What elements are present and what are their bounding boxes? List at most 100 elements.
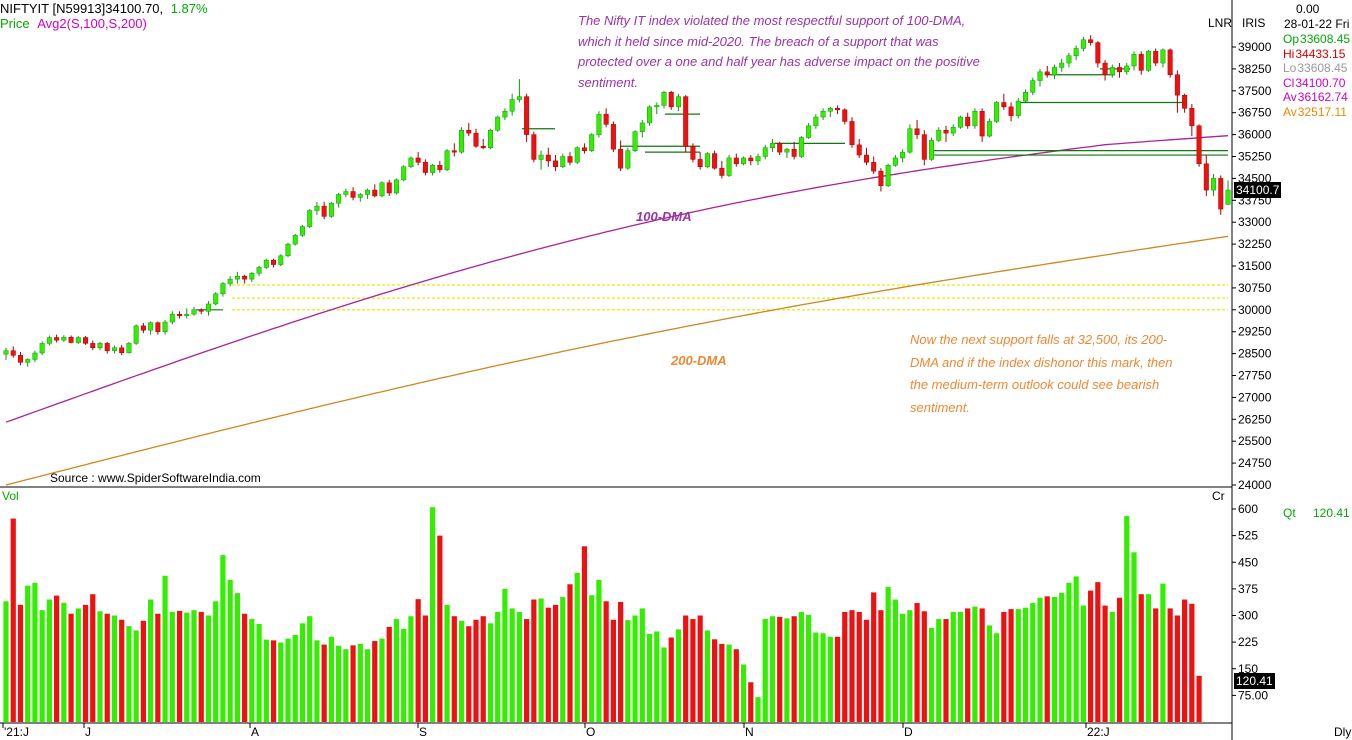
candle — [538, 150, 544, 170]
volume-bar — [567, 584, 573, 722]
volume-bar — [842, 611, 848, 722]
scale-mode[interactable]: LNR — [1208, 16, 1233, 30]
volume-bar — [1109, 611, 1115, 722]
candle — [1073, 45, 1079, 61]
candle — [1001, 93, 1007, 110]
volume-bar — [639, 608, 645, 722]
candle-body — [863, 154, 869, 163]
candle — [285, 242, 291, 258]
candle — [690, 143, 696, 163]
annotation-top-line: which it held since mid-2020. The breach… — [578, 33, 939, 49]
annotation-top-line: The Nifty IT index violated the most res… — [578, 13, 966, 28]
cr-label: Cr — [1212, 489, 1225, 503]
volume-bar — [856, 611, 862, 722]
candle-body — [1051, 67, 1057, 75]
volume-bar — [336, 645, 342, 722]
volume-bar — [697, 615, 703, 722]
volume-bar — [263, 639, 269, 722]
candle-body — [798, 137, 804, 157]
price-tick-label: 30000 — [1238, 303, 1272, 317]
candle-body — [1001, 102, 1007, 108]
candle-body — [1189, 108, 1195, 127]
ohlc-panel: Op33608.45 Hi34433.15 Lo33608.45 Cl34100.70… — [1283, 32, 1350, 119]
volume-bar — [155, 613, 161, 722]
ohlc-row-value: 36162.74 — [1297, 90, 1348, 104]
candle — [401, 165, 407, 182]
candle-body — [126, 343, 132, 353]
candle-body — [328, 202, 334, 217]
candle — [495, 115, 501, 132]
candle-body — [39, 343, 45, 354]
volume-bar — [545, 607, 551, 722]
candle — [972, 108, 978, 129]
candle — [140, 322, 146, 334]
candle-body — [625, 150, 631, 169]
chart-style[interactable]: IRIS — [1242, 16, 1266, 30]
volume-bar — [552, 604, 559, 722]
volume-bar — [61, 602, 67, 722]
candle — [459, 127, 465, 154]
candle — [654, 102, 660, 115]
candle-body — [1138, 54, 1144, 71]
candle-body — [871, 162, 877, 172]
candle-body — [271, 259, 277, 265]
source-note: Source : www.SpiderSoftwareIndia.com — [50, 471, 261, 485]
ohlc-row-value: 32517.11 — [1297, 104, 1347, 119]
candle — [299, 225, 305, 237]
candle — [263, 258, 269, 269]
ohlc-row-label: Hi — [1283, 46, 1295, 61]
candle-body — [1117, 67, 1123, 73]
candle — [979, 108, 985, 142]
candle-body — [372, 189, 378, 197]
ohlc-row-value: 33608.45 — [1300, 32, 1351, 46]
qt-value: 120.41 — [1313, 506, 1350, 520]
volume-bar — [704, 630, 710, 722]
volume-bar — [603, 601, 609, 722]
volume-bar — [242, 613, 248, 722]
candle — [372, 184, 378, 198]
volume-bar — [1037, 597, 1043, 722]
candle-body — [444, 150, 450, 170]
last-price-tag: 34100.7 — [1234, 182, 1282, 198]
volume-bar — [466, 626, 472, 722]
date-tick-label: D — [904, 725, 913, 739]
volume-bar — [1174, 615, 1180, 722]
candle-body — [169, 313, 175, 323]
volume-bar — [589, 595, 595, 722]
candle-body — [17, 355, 23, 363]
candle-body — [712, 153, 718, 169]
candle-body — [719, 167, 725, 176]
volume-bar — [278, 642, 284, 722]
volume-bar — [1095, 582, 1101, 722]
volume-bar — [950, 611, 956, 722]
volume-bar — [220, 555, 226, 722]
candle — [863, 147, 869, 166]
candle — [553, 155, 559, 172]
volume-bar — [90, 594, 96, 722]
candle — [1196, 124, 1202, 167]
candle — [560, 153, 566, 169]
candle-body — [791, 148, 797, 157]
candle — [733, 153, 739, 167]
volume-bar — [437, 535, 443, 722]
candle — [133, 324, 139, 345]
candle — [929, 137, 935, 161]
candle — [567, 152, 573, 166]
candle-body — [415, 157, 421, 163]
candle — [1037, 68, 1043, 87]
candle-body — [574, 147, 580, 163]
candle — [1102, 60, 1108, 81]
candle — [1008, 102, 1014, 122]
candle-body — [697, 159, 703, 167]
date-tick-label: A — [251, 725, 259, 739]
candle-body — [589, 134, 595, 151]
volume-bar — [791, 616, 797, 722]
candle-body — [618, 148, 624, 169]
candle — [10, 346, 16, 358]
volume-bar — [668, 637, 674, 722]
price-tick-label: 38250 — [1238, 62, 1272, 76]
price-tick-label: 28500 — [1238, 347, 1272, 361]
candle-body — [177, 313, 183, 316]
chart-header: NIFTYIT [N59913]34100.70, 1.87% Price Av… — [0, 1, 208, 31]
candle-body — [560, 156, 566, 167]
